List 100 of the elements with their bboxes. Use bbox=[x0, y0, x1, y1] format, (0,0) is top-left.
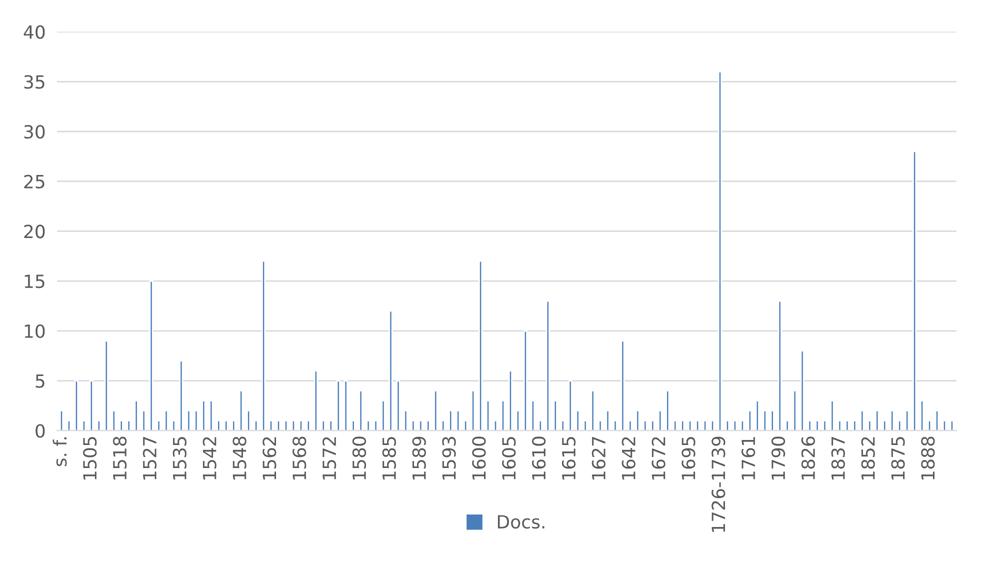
x-tick-label: 1610 bbox=[532, 436, 546, 480]
bar bbox=[643, 420, 648, 431]
bar bbox=[755, 400, 760, 431]
bar bbox=[920, 400, 924, 431]
bar bbox=[822, 420, 827, 431]
bar bbox=[942, 420, 946, 431]
x-tick-label: 1852 bbox=[861, 437, 875, 480]
bar bbox=[576, 410, 580, 431]
bar bbox=[620, 340, 625, 431]
bar bbox=[800, 350, 804, 431]
bar bbox=[928, 420, 932, 431]
bar bbox=[89, 380, 94, 431]
bar bbox=[845, 420, 850, 431]
y-tick-label: 0 bbox=[36, 424, 45, 438]
bar bbox=[396, 380, 400, 431]
bar bbox=[224, 420, 228, 431]
bar bbox=[778, 300, 782, 431]
bar bbox=[336, 380, 340, 431]
bar bbox=[905, 410, 910, 431]
bar bbox=[216, 420, 221, 431]
bar bbox=[598, 420, 602, 431]
y-tick-label: 35 bbox=[24, 75, 44, 89]
bar bbox=[478, 260, 483, 431]
y-tick-label: 40 bbox=[24, 25, 45, 39]
bar bbox=[464, 420, 468, 431]
bar bbox=[718, 70, 722, 431]
x-tick-label: 1593 bbox=[442, 436, 456, 480]
bar bbox=[276, 420, 281, 431]
bar bbox=[306, 420, 310, 431]
bar bbox=[374, 420, 378, 431]
x-tick-label: 1790 bbox=[771, 436, 786, 480]
bar bbox=[60, 410, 64, 431]
bar bbox=[149, 280, 154, 431]
bar bbox=[381, 400, 386, 431]
bar bbox=[456, 410, 460, 431]
bar bbox=[388, 310, 393, 431]
x-tick-label: 1726-1739 bbox=[712, 436, 726, 532]
x-tick-label: s. f. bbox=[52, 437, 67, 466]
bar bbox=[269, 420, 274, 431]
x-tick-label: 1627 bbox=[592, 437, 606, 480]
bar bbox=[546, 300, 550, 431]
bar bbox=[606, 410, 610, 431]
bar bbox=[882, 420, 887, 431]
x-tick-label: 1542 bbox=[202, 437, 216, 480]
bar bbox=[815, 420, 820, 431]
bar bbox=[838, 420, 842, 431]
bar bbox=[494, 420, 498, 431]
bar bbox=[239, 390, 244, 431]
bar bbox=[358, 390, 363, 431]
x-tick-label: 1600 bbox=[472, 436, 486, 480]
bar bbox=[344, 380, 348, 431]
bar bbox=[680, 420, 685, 431]
bar bbox=[673, 420, 678, 431]
bar bbox=[636, 410, 640, 431]
legend-label: Docs. bbox=[498, 515, 544, 529]
bar bbox=[74, 380, 78, 431]
bar bbox=[860, 410, 864, 431]
bar bbox=[538, 420, 542, 431]
bar bbox=[830, 400, 834, 431]
x-tick-label: 1572 bbox=[322, 437, 336, 480]
bar bbox=[516, 410, 520, 431]
bar bbox=[500, 400, 505, 431]
x-tick-label: 1875 bbox=[891, 437, 905, 480]
bar bbox=[246, 410, 251, 431]
bar bbox=[164, 410, 168, 431]
x-tick-label: 1518 bbox=[112, 436, 127, 480]
bar bbox=[351, 420, 356, 431]
bar bbox=[404, 410, 408, 431]
x-tick-label: 1580 bbox=[352, 436, 366, 480]
bar bbox=[209, 400, 214, 431]
x-tick-label: 1505 bbox=[83, 437, 97, 480]
bar bbox=[284, 420, 288, 431]
bar bbox=[314, 370, 318, 431]
bar bbox=[912, 150, 917, 431]
bar bbox=[179, 360, 184, 431]
x-tick-label: 1589 bbox=[412, 436, 426, 480]
bar bbox=[568, 380, 572, 431]
bar bbox=[852, 420, 857, 431]
bar bbox=[66, 420, 71, 431]
y-tick-label: 25 bbox=[24, 174, 44, 188]
bar bbox=[471, 390, 476, 431]
bar bbox=[762, 410, 767, 431]
bar bbox=[441, 420, 446, 431]
y-tick-label: 15 bbox=[24, 274, 44, 288]
bar bbox=[119, 420, 124, 431]
bar bbox=[186, 410, 191, 431]
bar bbox=[748, 410, 752, 431]
bar bbox=[254, 420, 258, 431]
bar bbox=[732, 420, 737, 431]
bar bbox=[890, 410, 894, 431]
x-tick-label: 1826 bbox=[801, 436, 816, 480]
bar bbox=[808, 420, 812, 431]
x-tick-label: 1672 bbox=[652, 437, 666, 480]
x-tick-label: 1642 bbox=[622, 437, 636, 480]
x-tick-label: 1761 bbox=[742, 437, 756, 480]
bar bbox=[418, 420, 423, 431]
x-tick-label: 1535 bbox=[172, 437, 186, 480]
bar bbox=[291, 420, 296, 431]
bar bbox=[935, 410, 940, 431]
y-tick-label: 20 bbox=[24, 224, 45, 238]
